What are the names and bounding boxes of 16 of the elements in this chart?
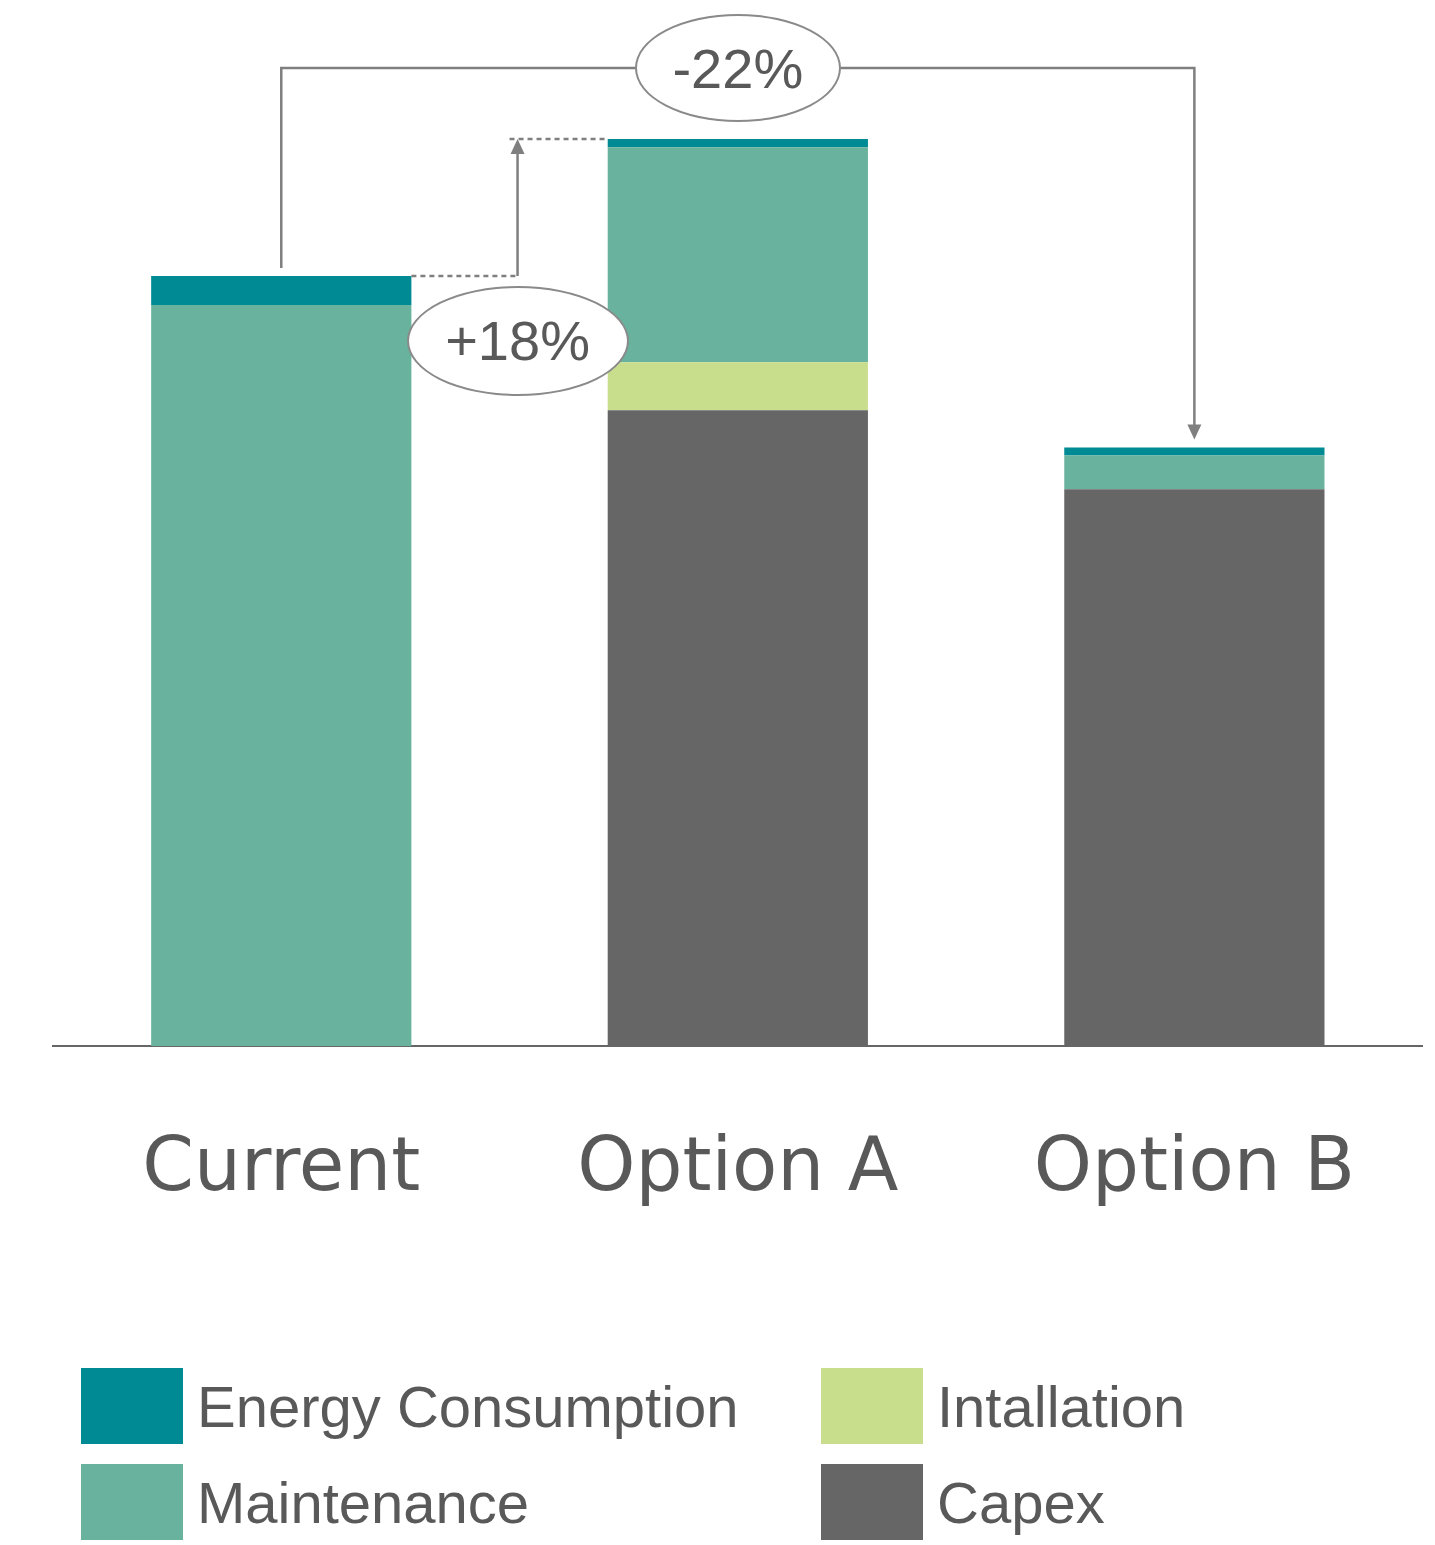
x-tick-label: Current <box>142 1120 421 1207</box>
bar <box>607 147 868 363</box>
bar <box>1064 455 1325 490</box>
bar <box>607 362 868 411</box>
text: -22% <box>634 14 841 122</box>
legend-label: Maintenance <box>197 1468 530 1536</box>
x-tick-label: Option A <box>577 1120 899 1207</box>
bar <box>151 275 412 306</box>
annotation: +18% <box>406 285 629 396</box>
legend-label: Capex <box>937 1468 1105 1536</box>
bar <box>1064 447 1325 456</box>
legend-label: Energy Consumption <box>197 1372 739 1440</box>
bar <box>151 305 412 1047</box>
bar <box>607 139 868 148</box>
legend-label: Intallation <box>937 1372 1186 1440</box>
x-tick-label: Option B <box>1033 1120 1355 1207</box>
